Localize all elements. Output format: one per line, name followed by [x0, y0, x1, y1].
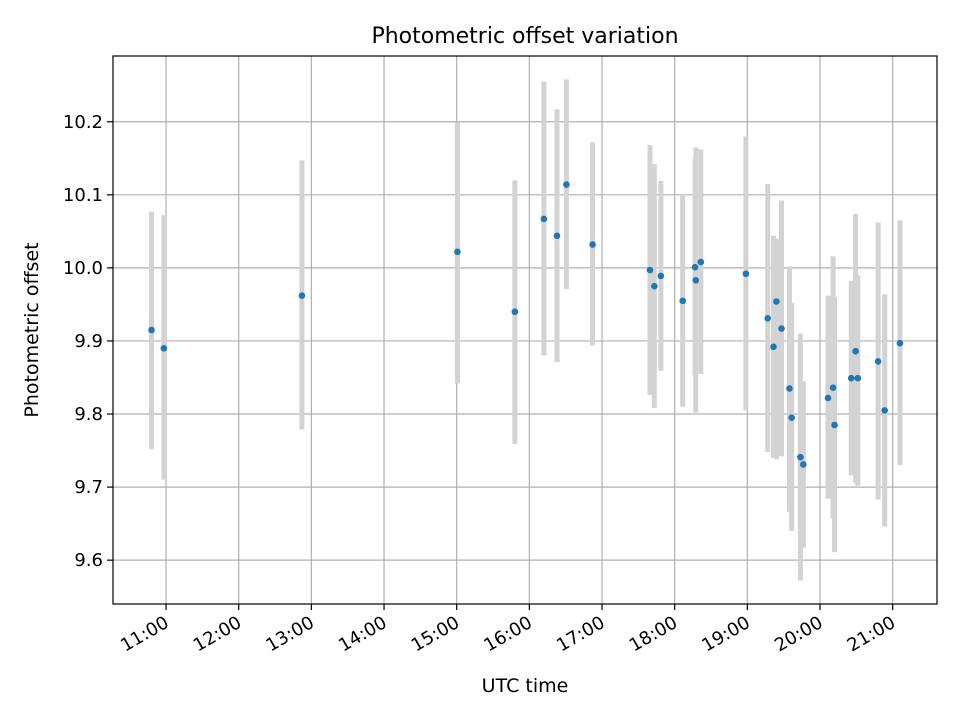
data-point: [553, 232, 561, 240]
data-point: [742, 270, 750, 278]
y-tick-label: 9.8: [74, 404, 103, 425]
data-point: [847, 374, 855, 382]
x-axis-label: UTC time: [482, 675, 569, 697]
data-point: [786, 385, 793, 392]
data-points: [148, 181, 904, 468]
data-point: [691, 263, 699, 271]
data-point: [589, 241, 596, 248]
y-axis-ticks: 9.6 9.7 9.8 9.9 10.0 10.1 10.2: [63, 112, 113, 571]
data-point: [160, 344, 168, 352]
y-tick-label: 10.0: [63, 258, 103, 279]
y-tick-label: 9.6: [74, 550, 103, 571]
data-point: [770, 343, 777, 351]
data-point: [778, 325, 785, 332]
data-point: [829, 384, 837, 392]
data-point: [881, 407, 888, 414]
data-point: [657, 272, 665, 280]
chart-title: Photometric offset variation: [371, 24, 678, 49]
data-point: [852, 347, 859, 355]
data-point: [764, 315, 771, 322]
data-point: [788, 414, 795, 421]
data-point: [824, 394, 832, 402]
y-tick-label: 9.7: [74, 477, 103, 498]
data-point: [679, 297, 686, 305]
data-point: [646, 266, 654, 274]
data-point: [454, 248, 461, 256]
data-point: [773, 298, 780, 305]
data-point: [797, 453, 804, 461]
data-point: [511, 308, 519, 316]
y-tick-label: 9.9: [74, 331, 103, 352]
y-axis-label: Photometric offset: [21, 242, 43, 417]
data-point: [896, 339, 904, 347]
data-point: [540, 215, 548, 223]
data-point: [799, 461, 807, 468]
data-point: [563, 181, 570, 188]
plot-frame: [112, 55, 938, 605]
data-point: [874, 358, 882, 365]
data-point: [697, 258, 705, 266]
data-point: [298, 292, 306, 299]
data-point: [692, 277, 700, 284]
y-tick-label: 10.1: [63, 185, 103, 206]
y-tick-label: 10.2: [63, 112, 103, 133]
data-point: [148, 326, 155, 334]
data-point: [831, 421, 838, 429]
data-point: [854, 374, 862, 382]
data-point: [651, 282, 658, 290]
